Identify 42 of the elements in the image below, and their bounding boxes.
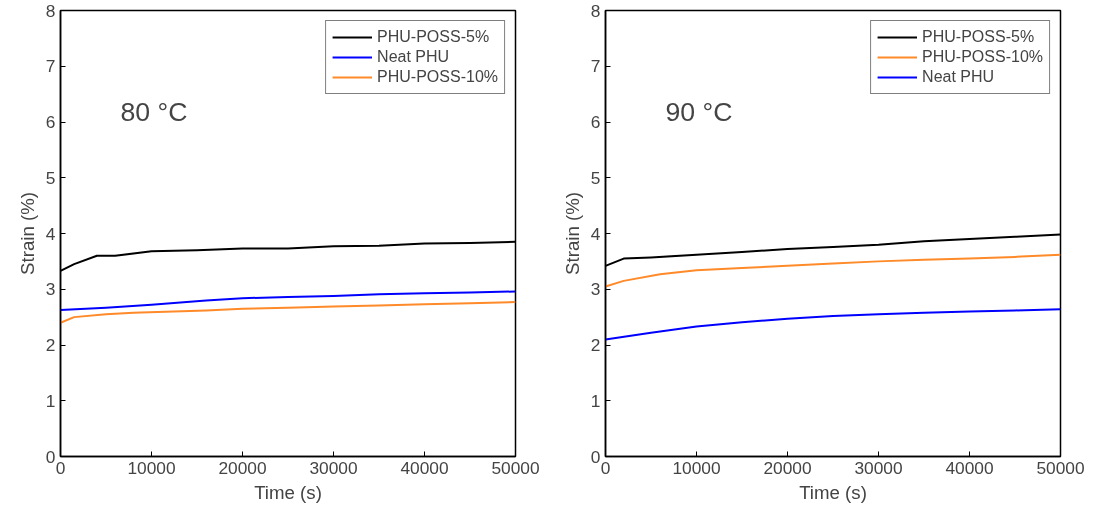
x-axis-title: Time (s): [799, 481, 867, 503]
y-axis-title: Strain (%): [16, 192, 38, 275]
x-tick-label: 20000: [763, 457, 812, 478]
legend-label: Neat PHU: [922, 68, 995, 86]
line-series: [605, 308, 1061, 341]
x-tick-label: 30000: [854, 457, 903, 478]
y-tick-label: 4: [590, 223, 601, 244]
x-tick-label: 30000: [309, 457, 358, 478]
line-series: [60, 301, 516, 324]
x-tick-label: 10000: [672, 457, 721, 478]
y-tick-label: 7: [45, 56, 56, 77]
legend-label: PHU-POSS-10%: [377, 68, 498, 86]
y-tick-label: 5: [590, 167, 601, 188]
x-tick-label: 50000: [491, 457, 540, 478]
line-series: [60, 290, 516, 311]
y-tick-label: 8: [45, 0, 56, 21]
y-tick-label: 6: [45, 112, 56, 132]
y-tick-label: 2: [45, 335, 56, 355]
y-tick-label: 6: [590, 112, 601, 132]
annotation: 90 °C: [665, 96, 733, 127]
y-tick-label: 7: [590, 56, 601, 77]
x-tick-label: 40000: [400, 457, 449, 478]
y-tick-label: 8: [590, 0, 601, 21]
legend-label: PHU-POSS-5%: [922, 28, 1035, 46]
legend-label: PHU-POSS-10%: [922, 48, 1043, 66]
x-tick-label: 50000: [1036, 457, 1085, 478]
y-axis-title: Strain (%): [561, 192, 583, 275]
y-tick-label: 3: [590, 279, 601, 300]
y-tick-label: 2: [590, 335, 601, 355]
legend-label: Neat PHU: [377, 48, 450, 66]
y-tick-label: 5: [45, 167, 56, 188]
x-tick-label: 10000: [127, 457, 176, 478]
y-tick-label: 4: [45, 223, 56, 244]
y-tick-label: 1: [590, 390, 601, 411]
annotation: 80 °C: [120, 96, 188, 127]
y-tick-label: 1: [45, 390, 56, 411]
x-axis-title: Time (s): [254, 481, 322, 503]
x-tick-label: 20000: [218, 457, 267, 478]
line-series: [605, 253, 1061, 288]
legend-label: PHU-POSS-5%: [377, 28, 490, 46]
x-tick-label: 40000: [945, 457, 994, 478]
y-tick-label: 3: [45, 279, 56, 300]
